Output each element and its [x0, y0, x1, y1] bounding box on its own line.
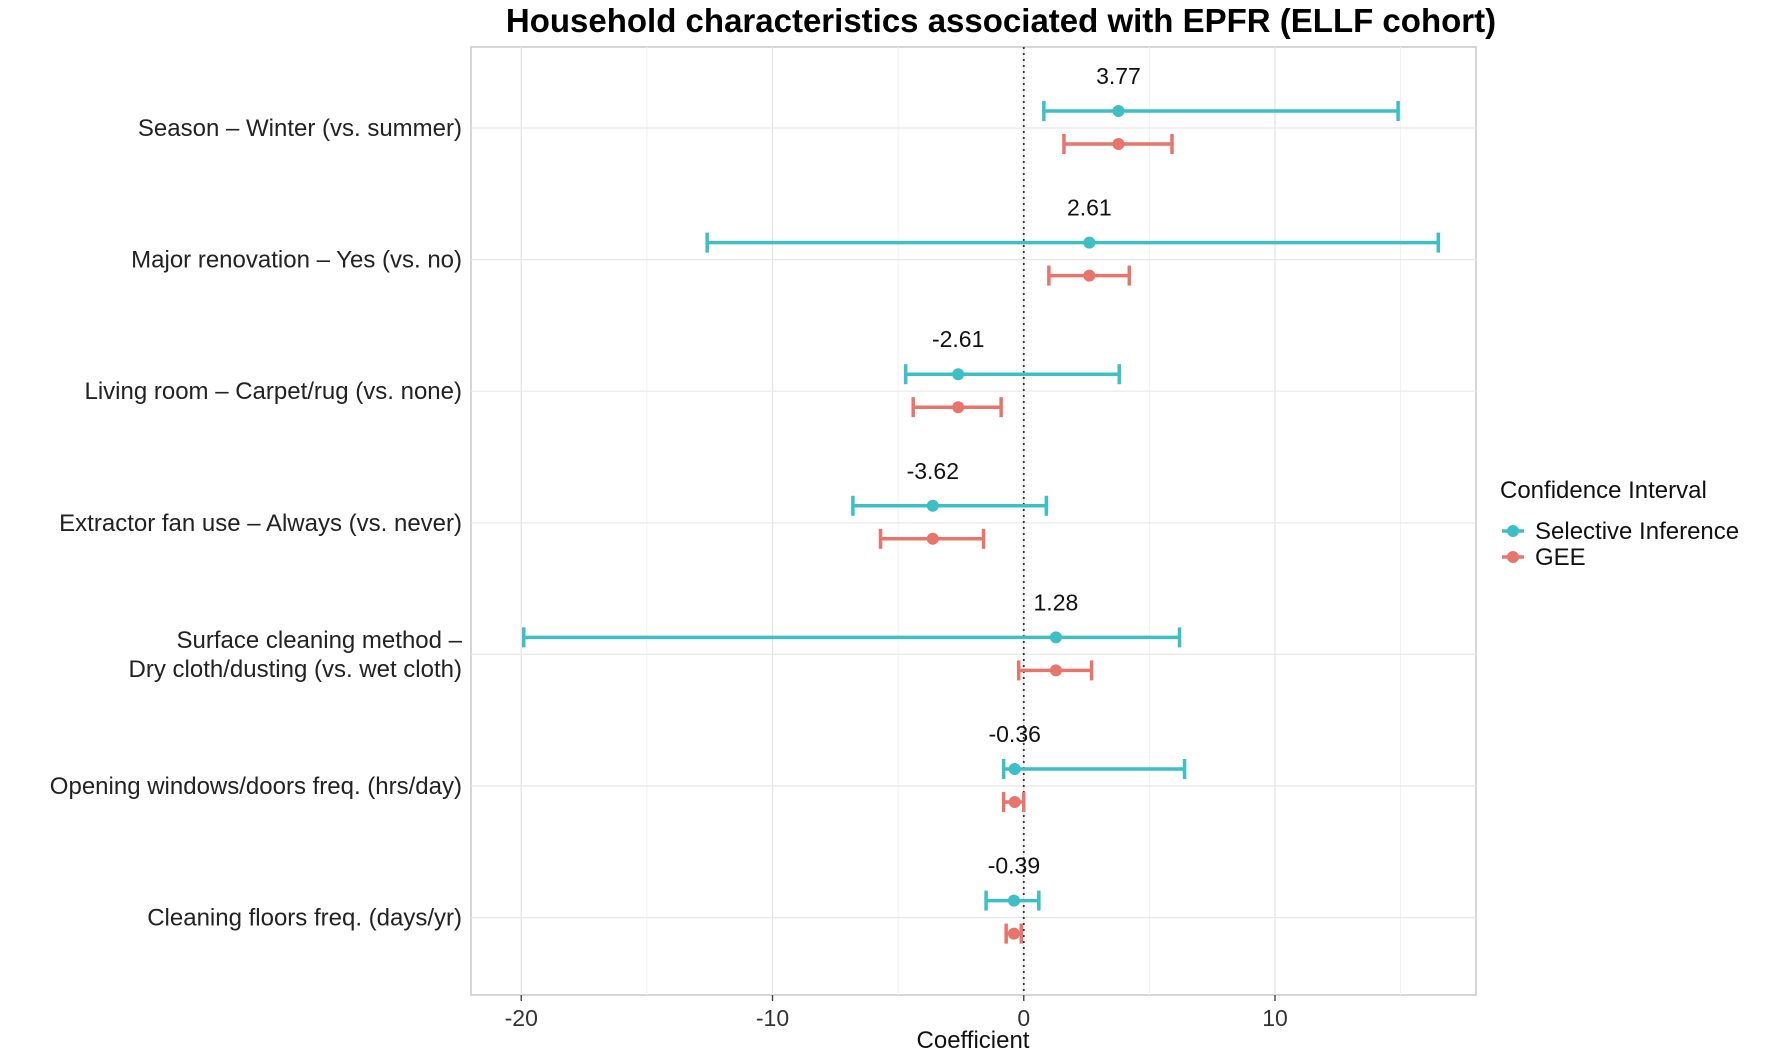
y-axis-label: Cleaning floors freq. (days/yr) [147, 905, 462, 932]
selective-point [1112, 105, 1125, 117]
y-axis-labels: Season – Winter (vs. summer) Major renova… [50, 115, 463, 932]
y-axis-label: Opening windows/doors freq. (hrs/day) [50, 773, 462, 800]
gee-point [1007, 927, 1020, 940]
gee-point [1112, 138, 1125, 150]
y-axis-label: Major renovation – Yes (vs. no) [131, 247, 462, 274]
chart-title: Household characteristics associated wit… [506, 2, 1496, 39]
y-axis-label: Dry cloth/dusting (vs. wet cloth) [129, 656, 462, 683]
y-axis-label: Surface cleaning method – [176, 627, 462, 654]
chart-marks: 3.77 2.61 -2.61 -3.62 1.28 -0.36 -0.39 [522, 63, 1441, 944]
x-tick-label: -10 [756, 1005, 789, 1031]
gee-point [1049, 664, 1062, 677]
x-tick-label: 10 [1262, 1005, 1288, 1031]
estimate-label: 1.28 [1034, 589, 1079, 615]
legend-key-point-gee [1507, 551, 1519, 563]
legend-label-selective: Selective Inference [1535, 518, 1739, 545]
x-tick-label: -20 [505, 1005, 538, 1031]
estimate-label: 3.77 [1096, 63, 1141, 89]
estimate-label: -3.62 [907, 458, 959, 484]
y-axis-label: Living room – Carpet/rug (vs. none) [84, 378, 462, 405]
gee-point [926, 532, 939, 545]
y-axis-label: Season – Winter (vs. summer) [138, 115, 462, 142]
gee-point [1083, 269, 1096, 282]
selective-point [1083, 236, 1096, 249]
y-axis-label: Extractor fan use – Always (vs. never) [59, 510, 462, 537]
legend-key-point-selective [1507, 525, 1519, 537]
estimate-label: -0.36 [988, 721, 1040, 747]
selective-point [1008, 763, 1021, 775]
x-axis-ticks: -20 -10 0 10 [505, 995, 1288, 1031]
estimate-label: -0.39 [988, 853, 1040, 879]
legend: Confidence Interval Selective InferenceG… [1500, 477, 1739, 571]
legend-label-gee: GEE [1535, 544, 1586, 571]
plot-panel [470, 46, 1477, 996]
estimate-label: -2.61 [932, 326, 984, 352]
gee-point [1008, 796, 1021, 808]
x-axis-label: Coefficient [917, 1027, 1030, 1054]
selective-point [1049, 631, 1062, 644]
legend-title: Confidence Interval [1500, 477, 1707, 504]
selective-point [952, 368, 965, 381]
gee-point [952, 401, 965, 414]
x-tick-label: 0 [1017, 1005, 1030, 1031]
selective-point [926, 499, 939, 512]
estimate-label: 2.61 [1067, 195, 1112, 221]
grid-lines [471, 47, 1476, 995]
selective-point [1007, 894, 1020, 907]
